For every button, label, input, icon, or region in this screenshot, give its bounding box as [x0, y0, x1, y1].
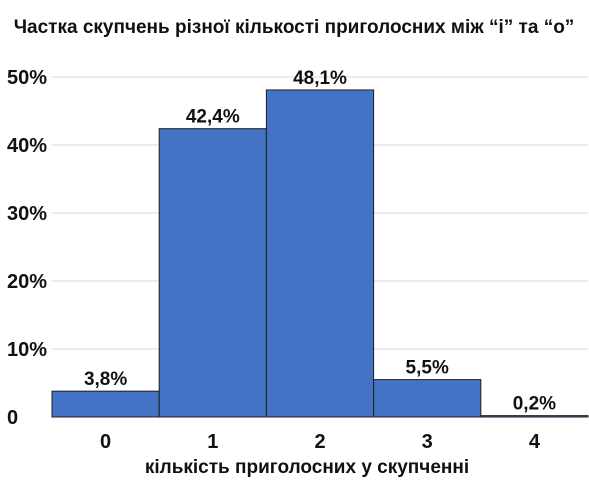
bar-0 — [51, 390, 160, 418]
x-axis-ticks: 0 1 2 3 4 — [100, 431, 541, 453]
bar-4 — [480, 415, 589, 418]
y-tick-label: 20% — [7, 271, 47, 293]
x-tick-label: 3 — [422, 431, 433, 453]
data-labels: 3,8% 42,4% 48,1% 5,5% 0,2% — [84, 68, 556, 415]
data-label-0: 3,8% — [84, 369, 127, 390]
y-tick-label: 0 — [7, 407, 18, 429]
x-tick-label: 1 — [207, 431, 218, 453]
y-axis-ticks: 0 10% 20% 30% 40% 50% — [7, 67, 47, 429]
bar-1 — [158, 128, 267, 418]
y-tick-label: 50% — [7, 67, 47, 89]
bar-3 — [373, 379, 482, 418]
x-tick-label: 0 — [100, 431, 111, 453]
data-label-3: 5,5% — [406, 358, 449, 379]
bars — [51, 89, 589, 418]
y-tick-label: 10% — [7, 339, 47, 361]
data-label-4: 0,2% — [513, 394, 556, 415]
bar-2 — [265, 89, 375, 418]
x-axis-label: кількість приголосних у скупченні — [145, 457, 469, 478]
y-tick-label: 30% — [7, 203, 47, 225]
data-label-2: 48,1% — [293, 68, 347, 89]
x-tick-label: 4 — [529, 431, 541, 453]
chart-title: Частка скупчень різної кількості приголо… — [14, 17, 575, 38]
y-tick-label: 40% — [7, 135, 47, 157]
data-label-1: 42,4% — [186, 107, 240, 128]
x-tick-label: 2 — [314, 431, 325, 453]
